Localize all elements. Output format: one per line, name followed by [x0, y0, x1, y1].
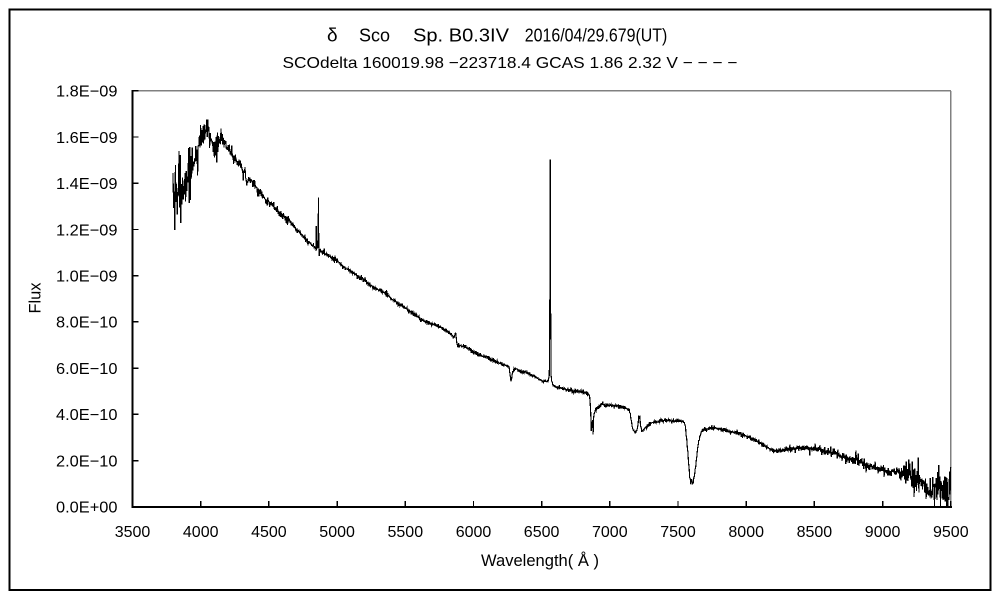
svg-text:Wavelength( Å ): Wavelength( Å ) — [481, 551, 599, 570]
svg-text:4000: 4000 — [183, 524, 219, 541]
svg-text:6.0E−10: 6.0E−10 — [56, 361, 118, 378]
svg-text:7500: 7500 — [660, 524, 696, 541]
svg-text:4.0E−10: 4.0E−10 — [56, 407, 118, 424]
svg-text:1.6E−09: 1.6E−09 — [56, 130, 118, 147]
svg-text:3500: 3500 — [115, 524, 151, 541]
svg-text:SCOdelta 160019.98 −223718.4 G: SCOdelta 160019.98 −223718.4 GCAS 1.86 2… — [283, 55, 738, 72]
svg-text:1.4E−09: 1.4E−09 — [56, 176, 118, 193]
svg-text:Flux: Flux — [26, 282, 45, 313]
svg-text:δ: δ — [327, 26, 338, 47]
svg-text:9000: 9000 — [865, 524, 901, 541]
svg-text:0.0E+00: 0.0E+00 — [56, 500, 118, 517]
svg-text:5500: 5500 — [388, 524, 424, 541]
svg-text:6000: 6000 — [456, 524, 492, 541]
svg-text:4500: 4500 — [251, 524, 287, 541]
svg-text:1.8E−09: 1.8E−09 — [56, 84, 118, 101]
svg-text:Sp. B0.3IV: Sp. B0.3IV — [413, 26, 509, 46]
svg-text:2.0E−10: 2.0E−10 — [56, 453, 118, 470]
svg-text:8500: 8500 — [797, 524, 833, 541]
svg-text:5000: 5000 — [319, 524, 355, 541]
svg-text:2016/04/29.679(UT): 2016/04/29.679(UT) — [525, 26, 668, 46]
svg-text:8000: 8000 — [728, 524, 764, 541]
svg-text:1.0E−09: 1.0E−09 — [56, 269, 118, 286]
svg-text:9500: 9500 — [933, 524, 969, 541]
svg-text:1.2E−09: 1.2E−09 — [56, 222, 118, 239]
svg-text:8.0E−10: 8.0E−10 — [56, 315, 118, 332]
svg-text:Sco: Sco — [359, 26, 390, 46]
svg-text:7000: 7000 — [592, 524, 628, 541]
svg-text:6500: 6500 — [524, 524, 560, 541]
